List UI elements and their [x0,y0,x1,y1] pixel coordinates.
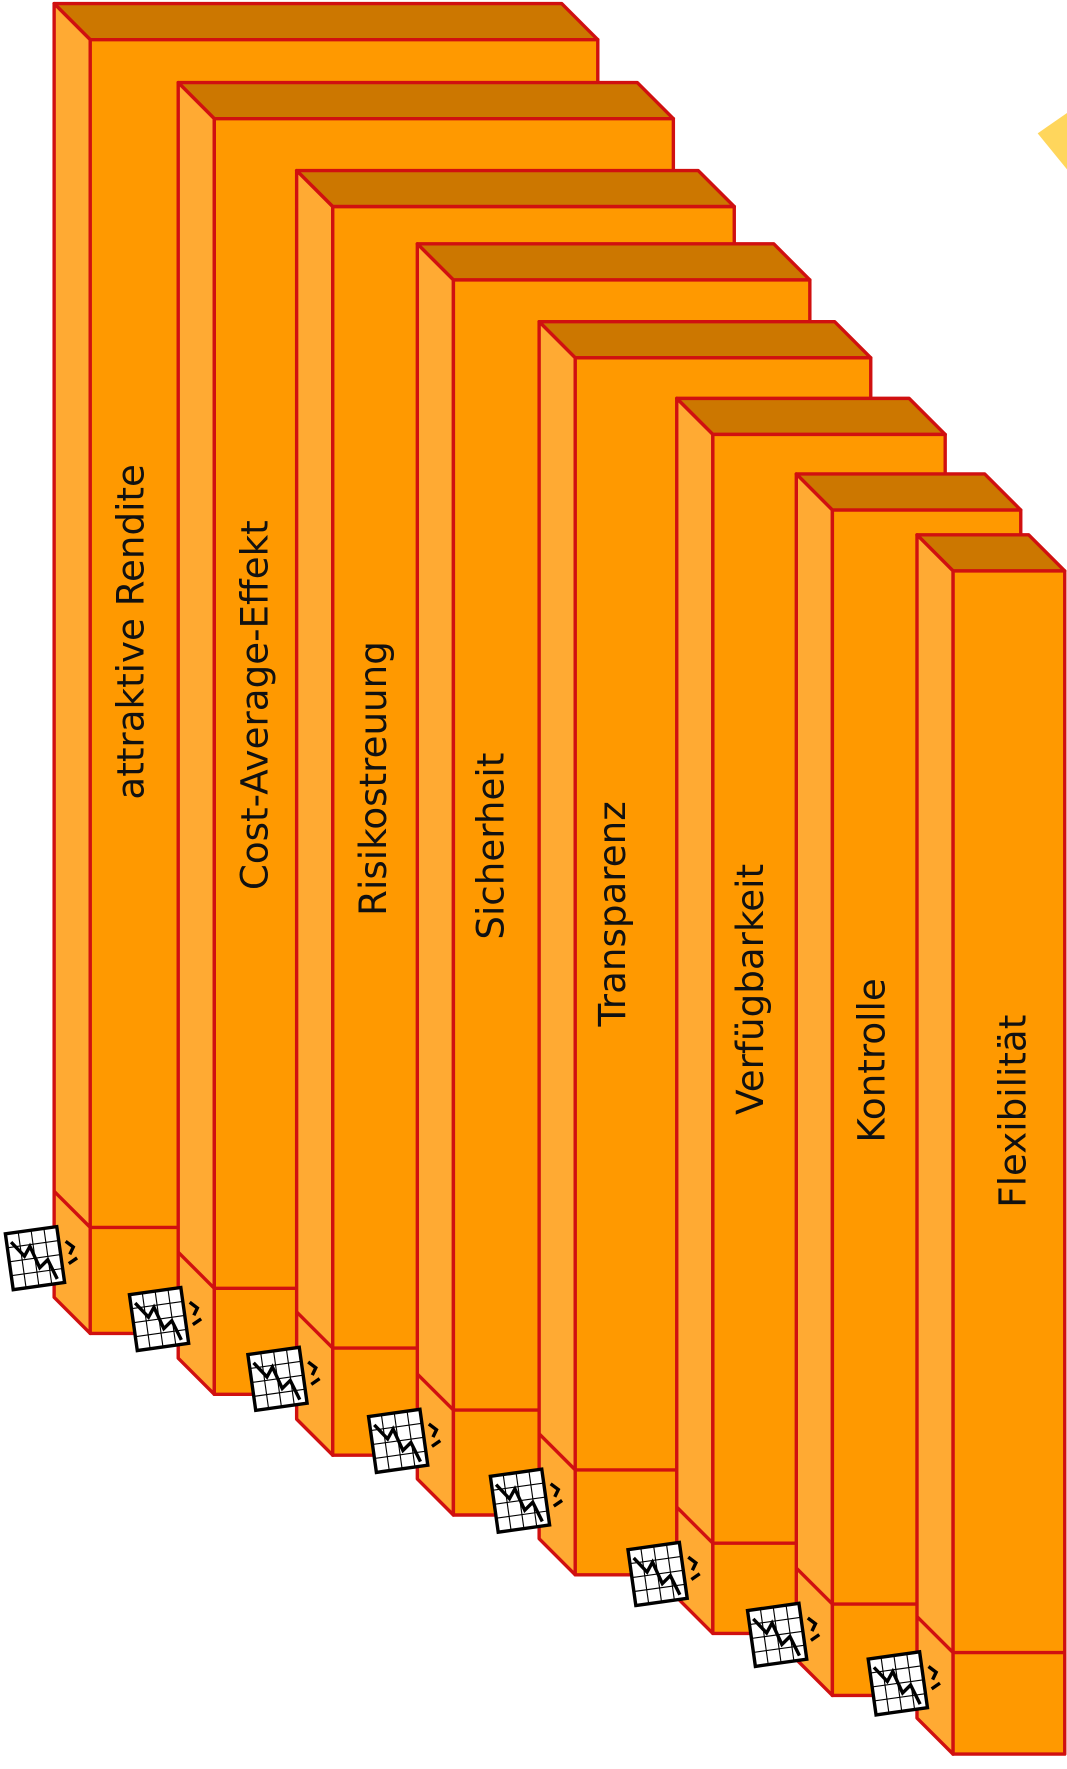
icon-grid [785,1605,795,1662]
icon-tick [690,1572,701,1581]
pillar-front [951,569,1067,1756]
icon-tick [930,1681,941,1691]
pillar-side-base-line [416,1372,455,1412]
pillar-label: attraktive Rendite [109,464,153,799]
pillar-side [794,472,835,1698]
icon-grid [43,1228,53,1285]
pillar: Flexibilität [866,533,1067,1756]
icon-tick [549,1482,561,1498]
pillar-top [675,396,947,437]
chart-icon [245,1345,321,1413]
pillar-top [794,472,1023,512]
icon-tick [552,1499,564,1508]
pillar-side-base-line [795,1566,834,1606]
pillar-side [675,396,715,1636]
icon-tick [927,1665,939,1681]
pillar-side-base-line [915,1615,955,1654]
icon-grid [406,1411,416,1468]
pillar-side-base-line [675,1505,715,1545]
chart-icon [127,1285,203,1353]
icon-trend [632,1556,682,1596]
chart-icon [3,1224,79,1292]
pillar-side [294,168,335,1457]
icon-trend [494,1483,544,1523]
icon-trend [133,1301,183,1341]
icon-tick [427,1422,439,1438]
icon-trend [752,1617,801,1657]
pillar-side [176,80,216,1397]
pillar-side-base-line [537,1432,577,1472]
pillar-top [537,319,873,360]
icon-tick [431,1439,442,1448]
chart-icon [866,1649,941,1717]
chart-icon [366,1407,442,1475]
pillar-label: Risikostreuung [351,641,395,916]
icon-tick [310,1377,321,1386]
icon-tick [191,1317,203,1326]
icon-grid [528,1470,538,1527]
pillar-top [415,242,812,282]
pillar-top [52,1,600,42]
chart-icon [488,1467,564,1535]
pillar-side [915,533,955,1756]
pillar-side-base-line [52,1190,92,1229]
icon-grid [665,1544,675,1601]
pillar-label: Kontrolle [850,978,894,1142]
decoration [1037,113,1067,170]
chart-icon [745,1601,821,1669]
icon-tick [64,1239,76,1256]
icon-tick [67,1256,79,1266]
pillar-side [415,242,456,1517]
icon-trend [872,1666,922,1705]
pillar-top [294,168,736,209]
pillar-top [176,80,676,121]
pillar-label: Sicherheit [468,753,512,940]
icon-grid [285,1349,295,1406]
icon-tick [307,1360,318,1376]
pillar-side [52,1,92,1336]
icon-grid [906,1653,916,1710]
chart-icon [626,1540,701,1608]
icon-trend [252,1361,302,1401]
icon-tick [806,1616,818,1632]
pillar-label: Verfügbarkeit [728,864,772,1115]
icon-grid [167,1289,177,1346]
pillar-label: Flexibilität [991,1015,1035,1208]
pillar-side [537,319,577,1577]
icon-tick [188,1300,200,1317]
pillar-side-base-line [295,1310,334,1350]
icon-trend [373,1423,422,1463]
pillar-label: Cost-Average-Effekt [233,520,277,890]
pillar-side-base-line [177,1251,216,1290]
icon-trend [9,1240,59,1280]
pillar-label: Transparenz [590,801,634,1027]
icon-tick [809,1633,821,1642]
icon-tick [687,1555,699,1571]
